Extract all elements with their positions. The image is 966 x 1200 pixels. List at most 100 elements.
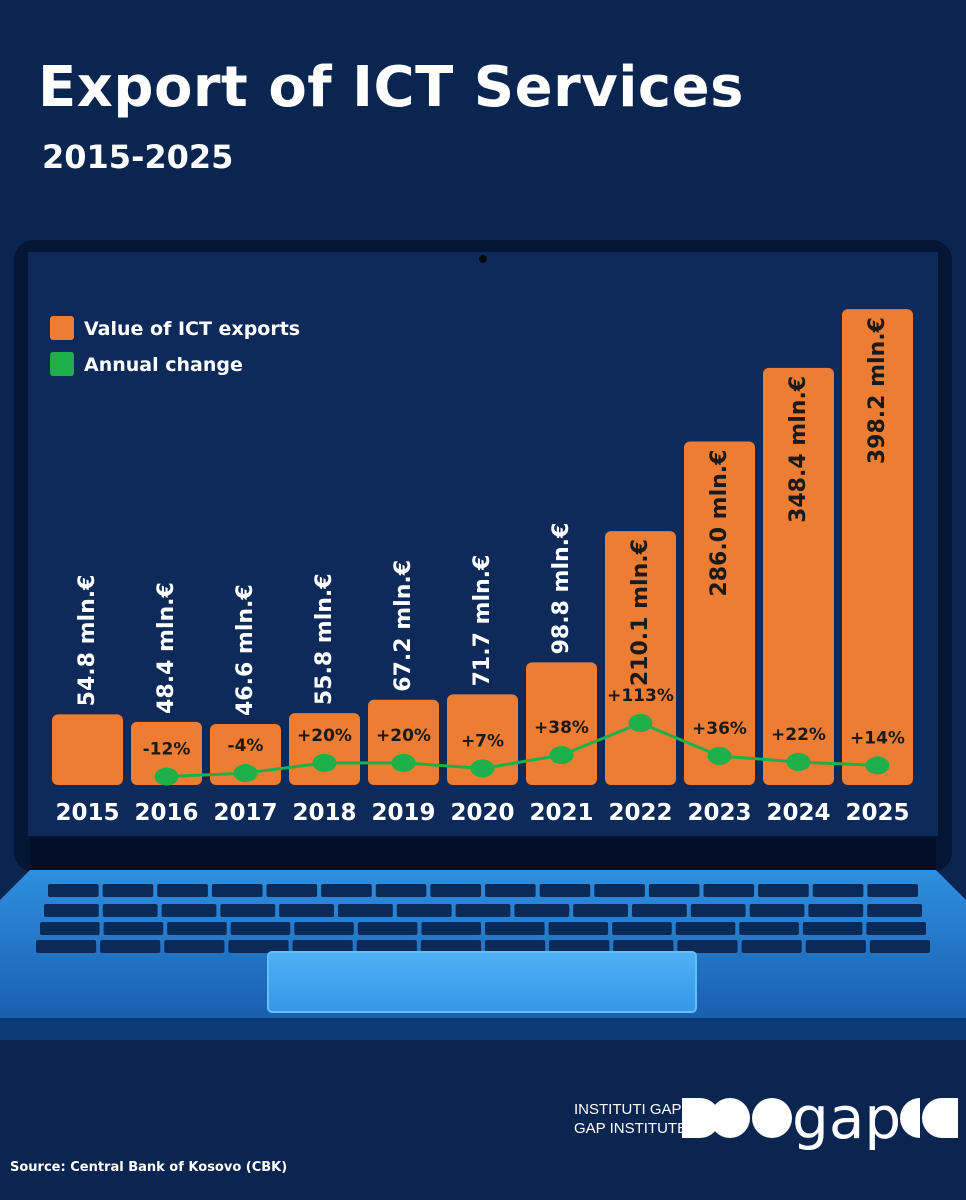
- chart-area: 54.8 mln.€ 2015 48.4 mln.€ 2016 46.6 mln.€ 20…: [52, 309, 913, 826]
- keyboard-key: [375, 884, 427, 897]
- keyboard-key: [102, 884, 154, 897]
- keyboard-key: [40, 922, 100, 935]
- value-label-2015: 54.8 mln.€: [75, 575, 100, 707]
- bar-2022: [605, 531, 676, 785]
- keyboard-key: [539, 884, 591, 897]
- keyboard-key: [866, 922, 926, 935]
- change-point-2020: [470, 759, 495, 778]
- keyboard-key: [103, 922, 164, 935]
- legend-label-change: Annual change: [84, 354, 243, 376]
- keyboard-key: [573, 904, 628, 917]
- value-label-2025: 398.2 mln.€: [865, 317, 890, 464]
- keyboard-key: [632, 904, 687, 917]
- change-label-2020: +7%: [461, 731, 504, 751]
- x-tick-2017: 2017: [213, 800, 277, 826]
- x-tick-2021: 2021: [529, 800, 593, 826]
- keyboard-key: [805, 940, 866, 953]
- keyboard-key: [357, 922, 418, 935]
- keyboard-key: [211, 884, 263, 897]
- keyboard-key: [228, 940, 289, 953]
- keyboard-key: [548, 922, 609, 935]
- change-point-2025: [865, 756, 890, 775]
- keyboard-key: [356, 940, 417, 953]
- keyboard-key: [677, 940, 738, 953]
- keyboard-key: [741, 940, 802, 953]
- page-subtitle: 2015-2025: [42, 138, 234, 176]
- value-label-2020: 71.7 mln.€: [470, 555, 495, 687]
- legend-label-exports: Value of ICT exports: [84, 318, 300, 340]
- change-label-2016: -12%: [143, 740, 191, 760]
- keyboard-key: [485, 922, 545, 935]
- keyboard-key: [430, 884, 481, 897]
- trackpad: [267, 951, 697, 1013]
- keyboard-key: [294, 922, 354, 935]
- logo-line-2: GAP INSTITUTE: [574, 1120, 688, 1137]
- keyboard-key: [485, 884, 536, 897]
- keyboard-key: [594, 884, 645, 897]
- page-title: Export of ICT Services: [38, 55, 744, 120]
- keyboard-key: [613, 940, 674, 953]
- change-point-2017: [233, 764, 258, 783]
- bar-2024: [763, 367, 834, 785]
- value-label-2022: 210.1 mln.€: [628, 539, 653, 686]
- change-point-2022: [628, 714, 653, 732]
- keyboard: [36, 884, 930, 953]
- value-label-2024: 348.4 mln.€: [786, 376, 811, 523]
- change-point-2019: [391, 753, 416, 772]
- change-point-2016: [154, 767, 179, 786]
- change-label-2017: -4%: [228, 736, 264, 756]
- value-label-2016: 48.4 mln.€: [154, 582, 179, 714]
- keyboard-key: [514, 904, 570, 917]
- keyboard-key: [802, 922, 863, 935]
- keyboard-key: [869, 940, 930, 953]
- laptop-base-edge: [0, 1018, 966, 1040]
- x-tick-2023: 2023: [687, 800, 751, 826]
- keyboard-key: [44, 904, 99, 917]
- keyboard-key: [220, 904, 276, 917]
- value-label-2018: 55.8 mln.€: [312, 573, 337, 705]
- logo-wordmark: gap: [792, 1096, 901, 1152]
- value-label-2017: 46.6 mln.€: [233, 584, 258, 716]
- keyboard-key: [703, 884, 755, 897]
- keyboard-key: [102, 904, 158, 917]
- value-label-2021: 98.8 mln.€: [549, 523, 574, 655]
- keyboard-key: [648, 884, 700, 897]
- bar-2023: [684, 441, 755, 785]
- change-label-2023: +36%: [692, 719, 747, 739]
- x-tick-2019: 2019: [371, 800, 435, 826]
- source-note: Source: Central Bank of Kosovo (CBK): [10, 1160, 288, 1175]
- keyboard-key: [808, 904, 864, 917]
- x-tick-2024: 2024: [766, 800, 830, 826]
- change-label-2018: +20%: [297, 726, 352, 746]
- keyboard-key: [36, 940, 97, 953]
- keyboard-key: [758, 884, 809, 897]
- annual-change-line: [166, 721, 878, 779]
- value-label-2019: 67.2 mln.€: [391, 560, 416, 692]
- keyboard-key: [612, 922, 672, 935]
- keyboard-key: [420, 940, 481, 953]
- logo-text: INSTITUTI GAP GAP INSTITUTE: [574, 1100, 687, 1138]
- webcam-icon: [479, 255, 487, 263]
- keyboard-key: [749, 904, 805, 917]
- change-label-2019: +20%: [376, 726, 431, 746]
- keyboard-key: [396, 904, 452, 917]
- x-tick-2020: 2020: [450, 800, 514, 826]
- bar-2021: [526, 662, 597, 785]
- gap-logo-icon: gap: [682, 1096, 958, 1152]
- change-label-2021: +38%: [534, 718, 589, 738]
- keyboard-key: [338, 904, 393, 917]
- keyboard-key: [161, 904, 217, 917]
- keyboard-key: [867, 884, 918, 897]
- x-tick-2015: 2015: [55, 800, 119, 826]
- x-tick-2025: 2025: [845, 800, 909, 826]
- keyboard-key: [266, 884, 318, 897]
- bar-2020: [447, 694, 518, 785]
- keyboard-key: [812, 884, 864, 897]
- bar-2015: [52, 714, 123, 785]
- change-label-2022: +113%: [607, 686, 674, 706]
- change-point-2021: [549, 746, 574, 765]
- x-tick-2016: 2016: [134, 800, 198, 826]
- keyboard-key: [292, 940, 353, 953]
- x-tick-2018: 2018: [292, 800, 356, 826]
